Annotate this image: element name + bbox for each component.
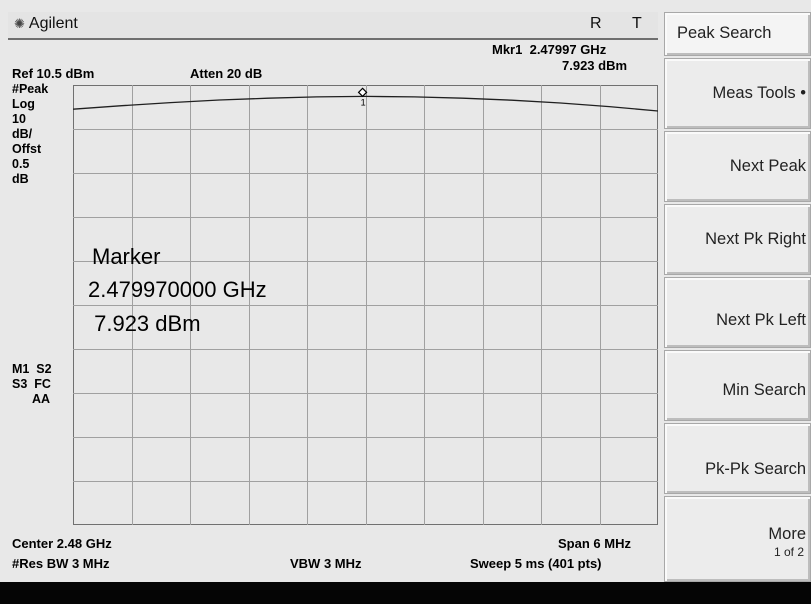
trigger-indicator: T <box>632 15 642 32</box>
scale-annotations: #Peak Log 10 dB/ Offst 0.5 dB <box>12 82 48 187</box>
softkey-pk-pk-search-label: Pk-Pk Search <box>705 460 806 478</box>
marker-diamond-icon <box>357 87 368 98</box>
offset-label: Offst <box>12 142 42 156</box>
status-annotations: M1 S2 S3 FC AA <box>12 362 52 407</box>
softkey-next-peak-label: Next Peak <box>729 157 806 175</box>
attenuation: Atten 20 dB <box>190 66 263 81</box>
softkey-meas-tools-label: Meas Tools • <box>712 84 806 103</box>
marker-readout-amplitude: 7.923 dBm <box>88 311 201 336</box>
sweep-time: Sweep 5 ms (401 pts) <box>470 556 602 571</box>
softkey-more[interactable]: More 1 of 2 <box>664 496 811 582</box>
video-bandwidth: VBW 3 MHz <box>290 556 362 571</box>
marker-header: Mkr1 2.47997 GHz <box>492 42 606 57</box>
offset-value-label: 0.5 <box>12 157 30 171</box>
span: Span 6 MHz <box>558 536 631 551</box>
agilent-spark-icon: ✺ <box>14 16 25 31</box>
softkey-next-pk-left[interactable]: Next Pk Left <box>664 277 811 348</box>
softkey-peak-search-label: Peak Search <box>677 24 772 42</box>
status-line-1: M1 S2 <box>12 362 52 376</box>
softkey-panel: Peak Search Meas Tools • Next Peak Next … <box>664 12 811 582</box>
marker-readout-frequency: 2.479970000 GHz <box>88 277 267 302</box>
softkey-next-pk-left-label: Next Pk Left <box>716 311 806 329</box>
title-bar: ✺ Agilent R T <box>8 12 658 40</box>
marker-frequency: 2.47997 GHz <box>529 42 607 57</box>
softkey-meas-tools[interactable]: Meas Tools • <box>664 58 811 129</box>
softkey-meas-tools-text: Meas Tools <box>712 84 796 102</box>
softkey-pk-pk-search[interactable]: Pk-Pk Search <box>664 423 811 494</box>
marker-readout-label: Marker <box>92 244 161 269</box>
bottom-status-bar <box>0 582 811 604</box>
softkey-peak-search[interactable]: Peak Search <box>664 12 811 56</box>
softkey-min-search-label: Min Search <box>722 381 806 399</box>
scale-value-label: 10 <box>12 112 26 126</box>
softkey-more-label: More <box>768 525 806 543</box>
spectrum-plot: 1 <box>73 85 658 525</box>
softkey-next-peak[interactable]: Next Peak <box>664 131 811 202</box>
reference-level: Ref 10.5 dBm <box>12 66 95 81</box>
marker-amplitude: 7.923 dBm <box>562 58 628 73</box>
status-line-2: S3 FC <box>12 377 51 391</box>
brand: ✺ Agilent <box>14 15 78 33</box>
center-frequency: Center 2.48 GHz <box>12 536 112 551</box>
detector-label: #Peak <box>12 82 49 96</box>
marker-name: Mkr1 <box>492 42 523 57</box>
resolution-bandwidth: #Res BW 3 MHz <box>12 556 110 571</box>
submenu-arrow-icon: • <box>800 84 806 102</box>
softkey-more-page: 1 of 2 <box>773 545 804 559</box>
brand-label: Agilent <box>28 15 78 32</box>
softkey-next-pk-right[interactable]: Next Pk Right <box>664 204 811 275</box>
remote-indicator: R <box>590 15 602 32</box>
marker-number-label: 1 <box>361 97 366 107</box>
softkey-min-search[interactable]: Min Search <box>664 350 811 421</box>
trace-line <box>73 95 658 112</box>
status-line-3: AA <box>32 392 51 406</box>
scale-unit-label: dB/ <box>12 127 33 141</box>
scale-type-label: Log <box>12 97 35 111</box>
offset-unit-label: dB <box>12 172 29 186</box>
softkey-next-pk-right-label: Next Pk Right <box>705 230 806 248</box>
